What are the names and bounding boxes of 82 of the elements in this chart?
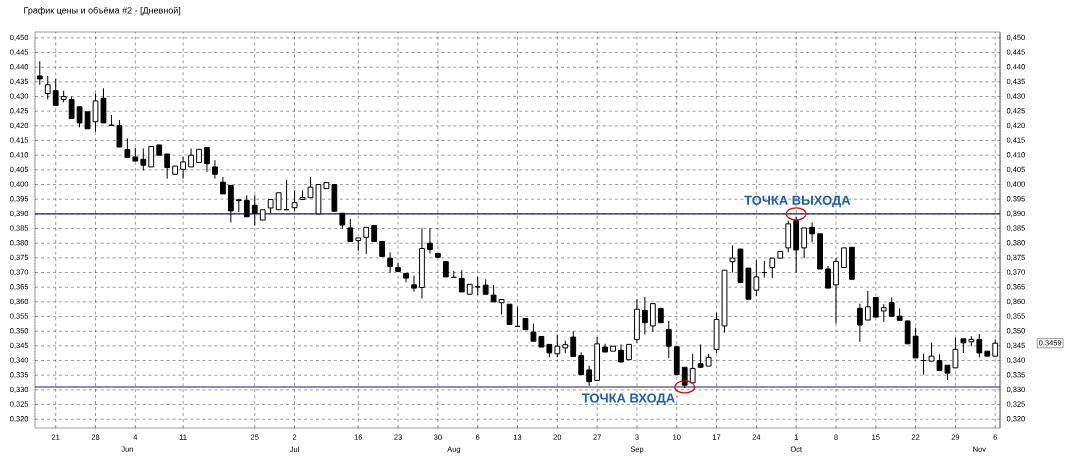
candlestick: [355, 237, 362, 252]
candlestick: [872, 296, 879, 318]
candlestick: [960, 338, 967, 354]
candlestick: [411, 275, 417, 293]
candlestick: [291, 189, 298, 212]
candlestick: [435, 252, 441, 258]
candlestick: [379, 240, 386, 257]
candlestick: [968, 335, 975, 347]
candlestick: [856, 303, 863, 343]
candlestick: [156, 144, 163, 156]
candlestick: [259, 209, 266, 221]
chart-title: График цены и объёма #2 - [Дневной]: [24, 6, 181, 16]
candlestick: [251, 194, 258, 227]
candlestick: [649, 303, 656, 333]
candlestick: [172, 165, 179, 175]
candlestick: [450, 270, 457, 279]
candlestick: [626, 343, 632, 361]
candlestick: [801, 227, 808, 259]
candlestick: [602, 343, 608, 353]
candlestick: [586, 365, 593, 387]
candlestick: [809, 221, 815, 243]
candlestick: [387, 251, 393, 274]
candlestick: [148, 145, 155, 168]
candlestick: [363, 226, 370, 255]
candlestick: [904, 320, 911, 345]
candlestick: [482, 278, 489, 295]
candlestick: [275, 192, 282, 211]
candlestick: [403, 272, 409, 283]
candlestick: [419, 227, 425, 300]
candlestick: [243, 194, 250, 218]
candlestick: [331, 184, 338, 212]
candlestick: [188, 147, 194, 168]
candlestick: [490, 284, 497, 303]
candlestick: [642, 296, 648, 335]
candlestick: [498, 299, 505, 315]
candlestick: [124, 137, 131, 159]
candlestick: [458, 269, 465, 293]
candlestick: [634, 298, 640, 344]
candlestick: [164, 153, 171, 180]
candlestick: [212, 159, 218, 180]
candlestick: [466, 283, 473, 295]
ref-line-label: ТОЧКА ВЫХОДА: [744, 195, 851, 208]
candlestick: [984, 350, 991, 357]
candlestick: [220, 176, 226, 195]
candlestick: [880, 303, 887, 323]
candlestick: [180, 156, 186, 180]
candlestick: [594, 336, 601, 381]
candlestick: [888, 296, 895, 317]
candlestick: [864, 290, 871, 321]
candlestick: [817, 233, 823, 270]
candlestick: [896, 307, 903, 321]
candlestick: [849, 246, 855, 280]
candlestick: [395, 262, 401, 272]
candlestick: [204, 147, 210, 173]
candlestick: [825, 265, 831, 289]
candlestick: [841, 247, 847, 269]
candlestick: [196, 148, 202, 164]
candlestick: [427, 227, 433, 254]
candlestick: [769, 257, 776, 279]
candlestick: [235, 199, 242, 213]
ref-line-label: ТОЧКА ВХОДА: [581, 393, 675, 406]
candlestick: [108, 114, 115, 127]
candlestick: [673, 346, 680, 376]
candlestick: [347, 218, 354, 242]
candlestick: [745, 267, 752, 300]
candlestick: [538, 335, 545, 348]
candlestick: [697, 343, 704, 368]
candlestick: [833, 257, 839, 325]
candlestick: [618, 343, 624, 363]
candlestick: [578, 351, 585, 376]
candlestick: [777, 250, 784, 259]
candlestick: [689, 353, 696, 384]
candlestick: [657, 308, 664, 324]
candlestick: [506, 303, 513, 325]
candlestick: [570, 330, 577, 357]
candlestick: [442, 261, 449, 278]
candlestick: [610, 345, 616, 352]
candlestick: [132, 147, 139, 162]
candlestick: [116, 119, 123, 148]
candlestick: [371, 225, 378, 242]
candlestick: [323, 181, 330, 190]
candlestick: [227, 184, 234, 223]
